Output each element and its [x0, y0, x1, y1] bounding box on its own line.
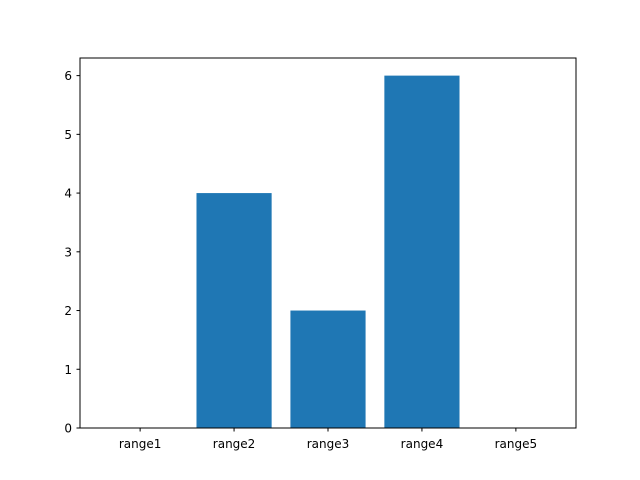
x-tick-label-range1: range1	[119, 437, 162, 451]
x-tick-label-range3: range3	[307, 437, 350, 451]
y-tick-label: 3	[64, 245, 72, 259]
x-tick-label-range4: range4	[401, 437, 444, 451]
x-tick-label-range5: range5	[495, 437, 538, 451]
bar-range4	[384, 75, 460, 428]
bar-range2	[196, 193, 272, 428]
x-tick-label-range2: range2	[213, 437, 256, 451]
y-tick-label: 2	[64, 304, 72, 318]
bars-layer	[196, 75, 460, 428]
y-tick-label: 5	[64, 128, 72, 142]
plot-frame	[79, 57, 577, 429]
y-tick-label: 1	[64, 363, 72, 377]
y-tick-label: 6	[64, 69, 72, 83]
y-tick-label: 0	[64, 422, 72, 436]
y-axis-ticks: 0 1 2 3 4 5 6	[64, 69, 80, 436]
y-tick-label: 4	[64, 187, 72, 201]
x-axis-ticks: range1 range2 range3 range4 range5	[119, 428, 537, 451]
bar-range3	[290, 310, 366, 428]
